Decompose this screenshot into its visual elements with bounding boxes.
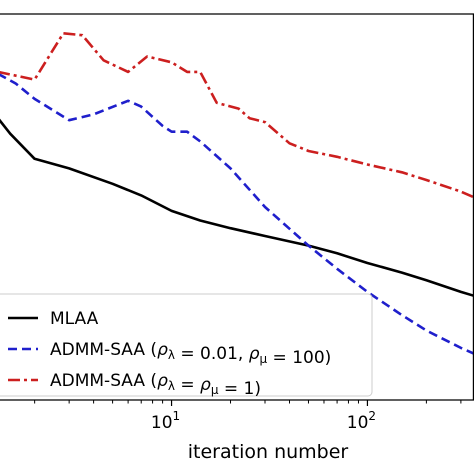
x-tick-label: 101 [151, 409, 180, 433]
legend-label-3: ADMM-SAA (ρλ = ρμ = 1) [50, 371, 261, 399]
legend: MLAA ADMM-SAA (ρλ = 0.01, ρμ = 100) ADMM-S… [0, 293, 373, 399]
legend-label-2: ADMM-SAA (ρλ = 0.01, ρμ = 100) [50, 340, 331, 368]
legend-label-1: MLAA [50, 309, 99, 329]
series-line-2 [0, 73, 474, 355]
series-line-1 [0, 118, 474, 298]
x-axis-label: iteration number [188, 441, 349, 463]
plot-area [0, 31, 474, 355]
series-line-3 [0, 31, 474, 199]
x-axis: 101 102 iteration number [0, 13, 474, 463]
legend-box [0, 293, 373, 397]
x-tick-label: 102 [347, 409, 376, 433]
